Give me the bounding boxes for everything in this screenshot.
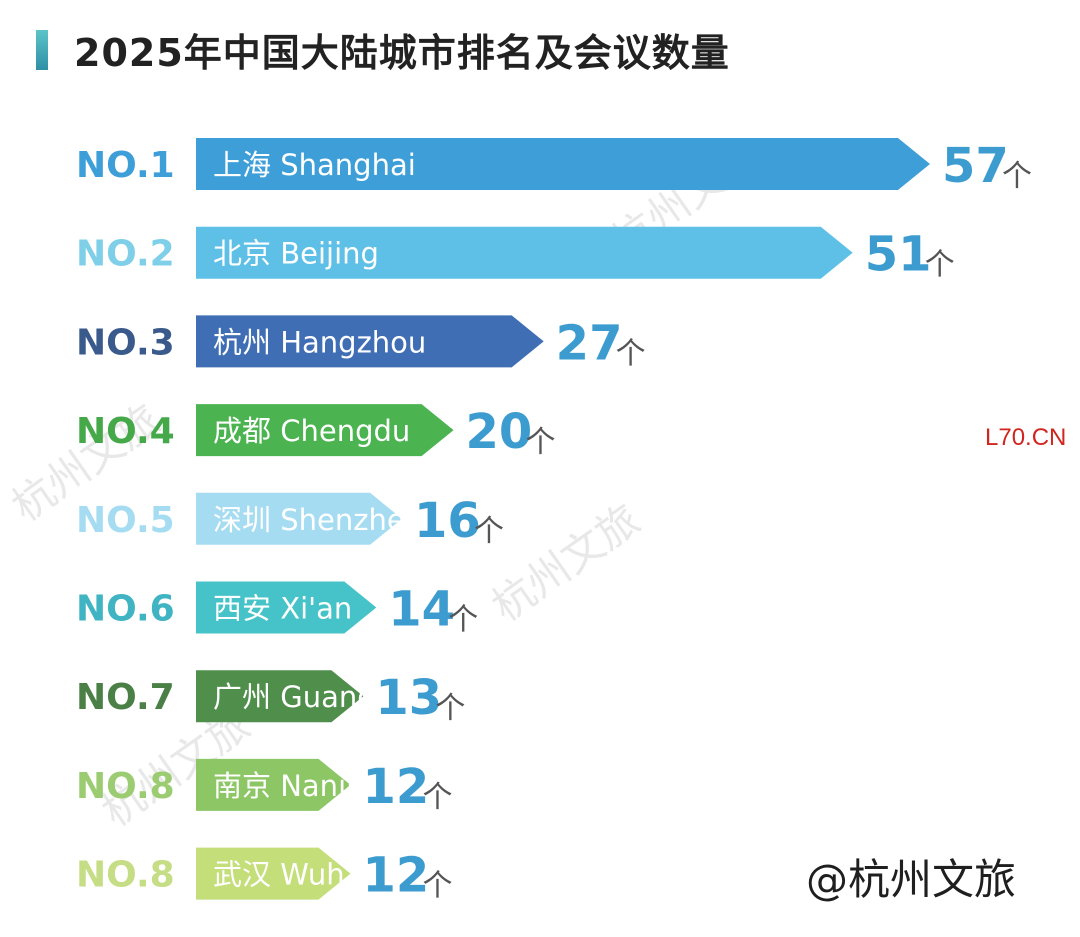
chart-title: 2025年中国大陆城市排名及会议数量 [74,31,730,75]
city-label: 西安 Xi'an [213,592,352,626]
unit-label: 个 [423,869,453,904]
data-label: 51 [865,227,932,283]
title-accent-bar [36,30,48,70]
unit-label: 个 [1002,159,1032,194]
unit-label: 个 [925,248,955,283]
bar [196,581,377,634]
city-label: 北京 Beijing [213,237,379,271]
rank-label: NO.7 [76,677,175,718]
city-label: 上海 Shanghai [213,148,416,182]
data-label: 57 [942,138,1009,194]
data-label: 14 [388,582,455,638]
rank-label: NO.6 [76,589,175,630]
rank-label: NO.4 [76,411,175,452]
bar [196,847,351,900]
bar [196,404,454,457]
city-label: 深圳 Shenzhen [213,503,423,537]
unit-label: 个 [435,691,465,726]
city-label: 成都 Chengdu [213,414,410,448]
rank-label: NO.1 [76,145,175,186]
bar [196,670,364,723]
rank-label: NO.3 [76,322,175,363]
unit-label: 个 [448,603,478,638]
bar [196,492,403,545]
rank-label: NO.2 [76,234,175,275]
credit-text: @杭州文旅 [806,855,1017,904]
data-label: 13 [375,670,442,726]
data-label: 12 [363,848,430,904]
unit-label: 个 [474,514,504,549]
data-label: 12 [363,759,430,815]
data-label: 16 [414,493,481,549]
city-label: 南京 Nanjing [213,769,391,803]
unit-label: 个 [526,425,556,460]
data-label: 20 [466,404,533,460]
rank-label: NO.8 [76,855,175,896]
side-watermark-text: L70.CN [985,424,1067,451]
city-label: 武汉 Wuhan [213,858,381,892]
bar [196,758,351,811]
unit-label: 个 [423,780,453,815]
bar [196,226,853,279]
rank-label: NO.8 [76,766,175,807]
rank-label: NO.5 [76,500,175,541]
bar [196,315,544,368]
bar [196,138,930,190]
unit-label: 个 [616,336,646,371]
data-label: 27 [556,315,623,371]
city-label: 广州 Guangzhou [213,680,445,714]
city-label: 杭州 Hangzhou [213,325,426,359]
